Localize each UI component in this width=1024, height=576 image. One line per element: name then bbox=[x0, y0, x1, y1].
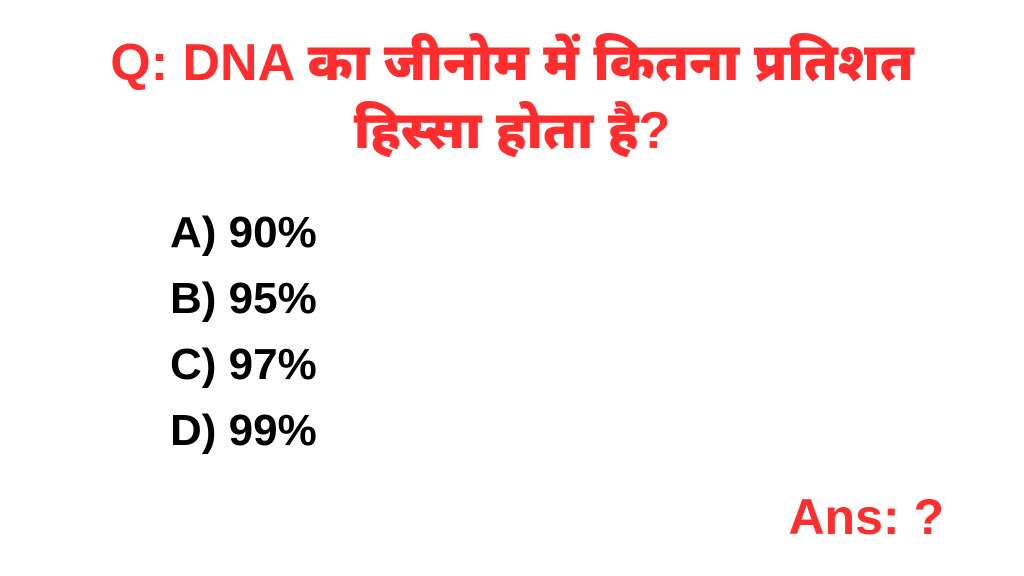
option-label: B) bbox=[170, 274, 216, 323]
answer-label: Ans: bbox=[788, 489, 899, 545]
option-a: A) 90% bbox=[170, 200, 317, 266]
option-c: C) 97% bbox=[170, 332, 317, 398]
answer-value: ? bbox=[913, 489, 944, 545]
question-prefix: Q: bbox=[110, 34, 168, 92]
question-text: Q: DNA का जीनोम में कितना प्रतिशत हिस्सा… bbox=[0, 30, 1024, 165]
option-label: A) bbox=[170, 208, 216, 257]
option-d: D) 99% bbox=[170, 398, 317, 464]
option-b: B) 95% bbox=[170, 266, 317, 332]
option-value: 90% bbox=[229, 208, 317, 257]
answer-text: Ans: ? bbox=[788, 488, 944, 546]
option-label: C) bbox=[170, 340, 216, 389]
option-value: 99% bbox=[229, 406, 317, 455]
question-body: DNA का जीनोम में कितना प्रतिशत हिस्सा हो… bbox=[182, 34, 913, 160]
options-list: A) 90% B) 95% C) 97% D) 99% bbox=[170, 200, 317, 464]
option-value: 95% bbox=[229, 274, 317, 323]
option-label: D) bbox=[170, 406, 216, 455]
option-value: 97% bbox=[229, 340, 317, 389]
